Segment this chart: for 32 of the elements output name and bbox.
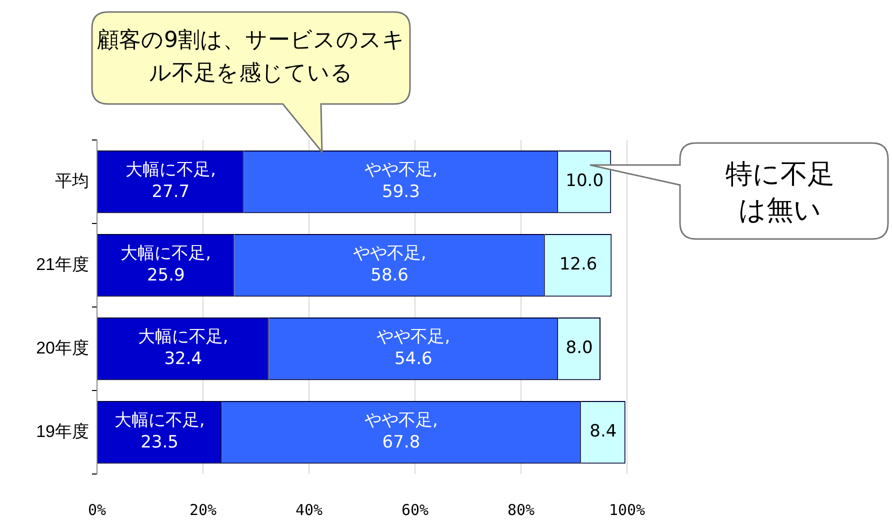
y-tick-label: 平均 bbox=[55, 171, 89, 190]
text: 大幅に不足, bbox=[114, 410, 205, 431]
x-tick-label: 20% bbox=[189, 500, 217, 519]
text: やや不足, bbox=[352, 244, 426, 264]
data-label: 10.0 bbox=[566, 171, 604, 192]
data-label: 23.5 bbox=[140, 432, 178, 453]
data-label: 8.4 bbox=[590, 422, 617, 442]
data-label: 12.6 bbox=[559, 254, 598, 275]
y-tick-label: 20年度 bbox=[36, 338, 89, 358]
x-tick-label: 60% bbox=[401, 500, 429, 519]
data-label: 32.4 bbox=[164, 349, 202, 370]
series-label: 大幅に不足, bbox=[125, 160, 216, 180]
data-label: 59.3 bbox=[382, 182, 420, 202]
series-label: やや不足, bbox=[364, 160, 438, 180]
x-tick-label: 100% bbox=[608, 500, 646, 519]
data-label: 27.7 bbox=[152, 182, 190, 202]
x-tick-label: 40% bbox=[295, 500, 323, 519]
text: 顧客の9割は、サービスのスキル不足を感じている bbox=[96, 27, 406, 88]
text: やや不足, bbox=[376, 327, 450, 348]
x-tick-label: 80% bbox=[507, 500, 535, 519]
data-label: 8.0 bbox=[566, 338, 593, 358]
y-tick-label: 19年度 bbox=[36, 422, 89, 441]
data-label: 54.6 bbox=[394, 349, 432, 370]
text: 特に不足は無い bbox=[724, 158, 836, 228]
text: 大幅に不足, bbox=[120, 244, 212, 264]
text: 大幅に不足, bbox=[138, 327, 228, 348]
data-label: 67.8 bbox=[382, 432, 420, 453]
data-label: 58.6 bbox=[370, 266, 408, 286]
x-tick-label: 0% bbox=[88, 500, 106, 519]
data-label: 25.9 bbox=[146, 266, 185, 286]
y-tick-label: 21年度 bbox=[36, 254, 89, 274]
text: やや不足, bbox=[364, 410, 438, 431]
